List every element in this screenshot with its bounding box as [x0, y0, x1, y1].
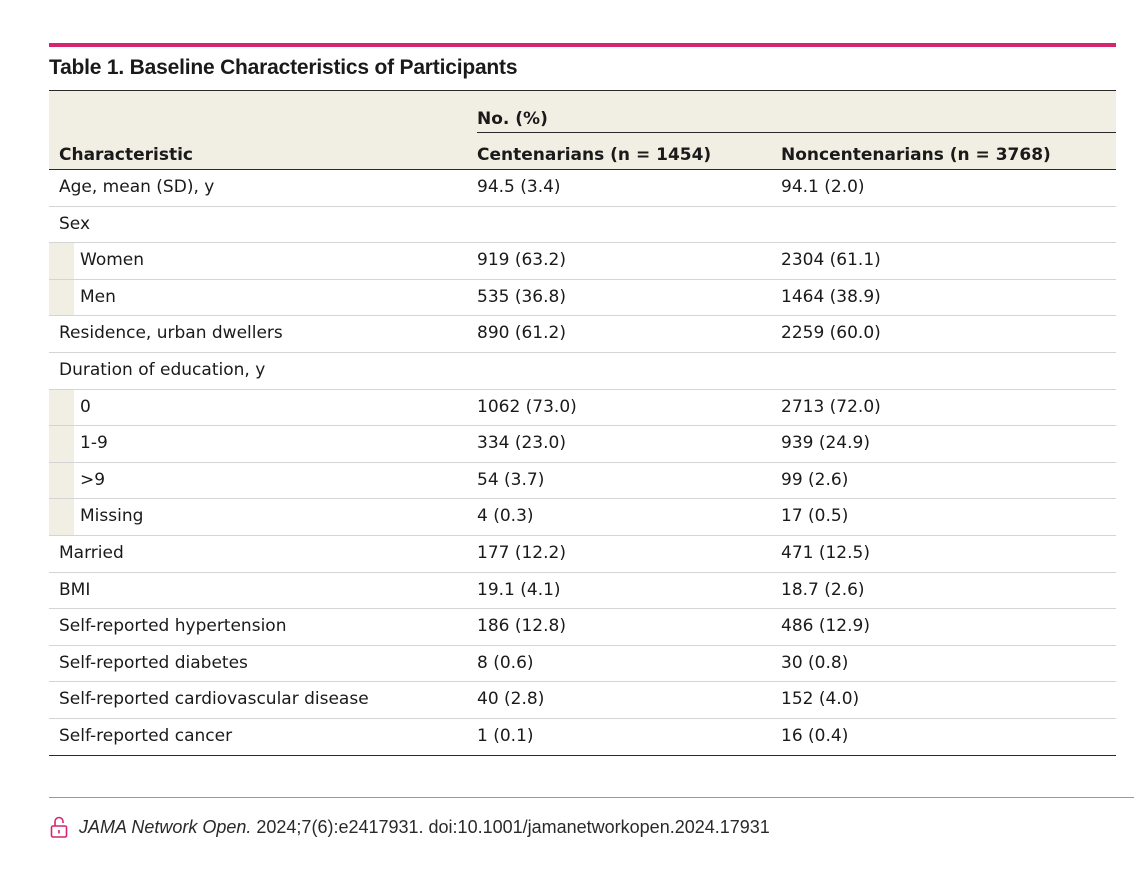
row-label: Sex: [59, 213, 91, 234]
cell-noncentenarians: 16 (0.4): [781, 725, 849, 746]
row-label: Missing: [80, 506, 144, 527]
cell-noncentenarians: 17 (0.5): [781, 506, 849, 527]
indent-shading: [49, 426, 74, 462]
cell-noncentenarians: 1464 (38.9): [781, 286, 881, 307]
cell-centenarians: 177 (12.2): [477, 542, 566, 563]
row-label: Age, mean (SD), y: [59, 177, 215, 197]
table-header: No. (%) Characteristic Centenarians (n =…: [49, 90, 1116, 170]
table-body: Age, mean (SD), y 94.5 (3.4) 94.1 (2.0) Sex…: [49, 170, 1116, 756]
table-row: BMI 19.1 (4.1) 18.7 (2.6): [49, 573, 1116, 610]
header-noncentenarians: Noncentenarians (n = 3768): [781, 145, 1051, 165]
row-label: 1-9: [80, 433, 108, 454]
indent-shading: [49, 243, 74, 279]
table-title: Table 1. Baseline Characteristics of Par…: [49, 56, 518, 79]
table-row: 0 1062 (73.0) 2713 (72.0): [49, 389, 1116, 427]
header-centenarians: Centenarians (n = 1454): [477, 145, 712, 165]
cell-centenarians: 334 (23.0): [477, 433, 566, 454]
cell-centenarians: 4 (0.3): [477, 506, 534, 527]
row-label: 0: [80, 396, 91, 417]
table-row: Duration of education, y: [49, 353, 1116, 390]
footer-rule: [49, 797, 1134, 798]
cell-centenarians: 19.1 (4.1): [477, 579, 561, 600]
row-label: Self-reported diabetes: [59, 652, 248, 673]
row-label: Self-reported hypertension: [59, 616, 287, 637]
spanner-header: No. (%): [477, 109, 548, 129]
table-row: Married 177 (12.2) 471 (12.5): [49, 536, 1116, 573]
cell-noncentenarians: 152 (4.0): [781, 689, 860, 710]
baseline-table: No. (%) Characteristic Centenarians (n =…: [49, 90, 1116, 756]
cell-centenarians: 1062 (73.0): [477, 396, 577, 417]
row-label: Married: [59, 542, 124, 563]
cell-centenarians: 919 (63.2): [477, 250, 566, 271]
table-row: 1-9 334 (23.0) 939 (24.9): [49, 426, 1116, 463]
table-row: Sex: [49, 207, 1116, 244]
indent-shading: [49, 462, 74, 499]
indent-shading: [49, 279, 74, 316]
table-row: Self-reported cardiovascular disease 40 (…: [49, 682, 1116, 719]
table-row: Men 535 (36.8) 1464 (38.9): [49, 279, 1116, 317]
row-label: Men: [80, 286, 116, 307]
row-label: Women: [80, 250, 145, 271]
table-row: Self-reported diabetes 8 (0.6) 30 (0.8): [49, 646, 1116, 683]
cell-noncentenarians: 99 (2.6): [781, 469, 849, 490]
table-row: Self-reported cancer 1 (0.1) 16 (0.4): [49, 719, 1116, 756]
row-label: Residence, urban dwellers: [59, 323, 283, 344]
table-row: Women 919 (63.2) 2304 (61.1): [49, 243, 1116, 280]
cell-centenarians: 1 (0.1): [477, 725, 534, 746]
cell-noncentenarians: 471 (12.5): [781, 542, 870, 563]
cell-centenarians: 535 (36.8): [477, 286, 566, 307]
row-label: Self-reported cancer: [59, 725, 233, 746]
table-row: Self-reported hypertension 186 (12.8) 486 …: [49, 609, 1116, 646]
citation-journal: JAMA Network Open.: [79, 816, 252, 837]
cell-centenarians: 186 (12.8): [477, 616, 566, 637]
cell-noncentenarians: 18.7 (2.6): [781, 579, 865, 600]
cell-centenarians: 8 (0.6): [477, 652, 534, 673]
indent-shading: [49, 389, 74, 426]
cell-centenarians: 94.5 (3.4): [477, 177, 561, 197]
row-label: Duration of education, y: [59, 359, 266, 380]
table-row: Residence, urban dwellers 890 (61.2) 2259 …: [49, 316, 1116, 353]
cell-noncentenarians: 939 (24.9): [781, 433, 870, 454]
table-row: >9 54 (3.7) 99 (2.6): [49, 462, 1116, 500]
cell-noncentenarians: 94.1 (2.0): [781, 177, 865, 197]
open-lock-icon: [50, 816, 68, 838]
table-row: Age, mean (SD), y 94.5 (3.4) 94.1 (2.0): [49, 170, 1116, 207]
cell-centenarians: 40 (2.8): [477, 689, 545, 710]
row-label: >9: [80, 469, 106, 490]
indent-shading: [49, 499, 74, 535]
cell-centenarians: 54 (3.7): [477, 469, 545, 490]
cell-noncentenarians: 2259 (60.0): [781, 323, 881, 344]
cell-centenarians: 890 (61.2): [477, 323, 566, 344]
cell-noncentenarians: 30 (0.8): [781, 652, 849, 673]
citation-text: 2024;7(6):e2417931. doi:10.1001/jamanetw…: [256, 816, 770, 837]
row-label: Self-reported cardiovascular disease: [59, 689, 369, 710]
header-characteristic: Characteristic: [59, 145, 193, 165]
spanner-rule: [477, 132, 1116, 133]
accent-bar: [49, 43, 1116, 47]
row-label: BMI: [59, 579, 91, 600]
citation: JAMA Network Open. 2024;7(6):e2417931. d…: [49, 816, 770, 838]
cell-noncentenarians: 2304 (61.1): [781, 250, 881, 271]
table-row: Missing 4 (0.3) 17 (0.5): [49, 499, 1116, 536]
cell-noncentenarians: 486 (12.9): [781, 616, 870, 637]
cell-noncentenarians: 2713 (72.0): [781, 396, 881, 417]
